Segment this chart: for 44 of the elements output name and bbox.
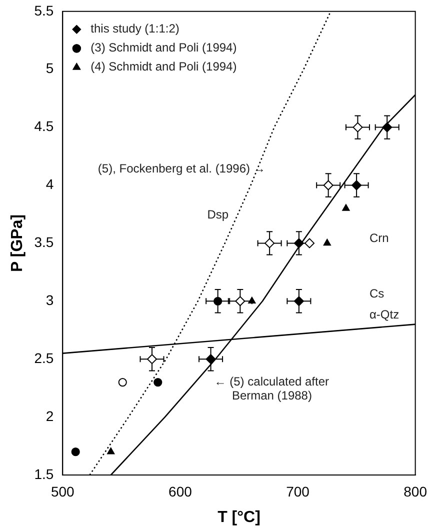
annotation: ← (5) calculated after bbox=[214, 374, 330, 389]
y-axis-title: P [GPa] bbox=[9, 214, 26, 272]
x-tick-label: 500 bbox=[50, 483, 75, 500]
y-tick-label: 2 bbox=[46, 408, 54, 424]
y-tick-label: 3 bbox=[46, 292, 54, 308]
y-tick-label: 5 bbox=[46, 60, 54, 76]
point bbox=[214, 296, 222, 306]
point bbox=[154, 378, 162, 387]
point bbox=[294, 238, 304, 248]
point bbox=[342, 204, 350, 211]
point bbox=[352, 122, 363, 132]
point bbox=[304, 238, 315, 248]
point bbox=[147, 354, 157, 364]
annotation: (5), Fockenberg et al. (1996) → bbox=[98, 161, 266, 176]
y-tick-label: 2.5 bbox=[34, 350, 54, 366]
point bbox=[107, 448, 115, 454]
point bbox=[264, 238, 275, 248]
point bbox=[294, 296, 304, 306]
annotation: Cs bbox=[369, 286, 384, 301]
point bbox=[118, 378, 127, 387]
point bbox=[323, 180, 334, 190]
point bbox=[323, 238, 331, 246]
annotation: α-Qtz bbox=[369, 307, 400, 322]
point bbox=[235, 296, 246, 306]
legend-label: (4) Schmidt and Poli (1994) bbox=[90, 60, 237, 74]
y-tick-label: 4.5 bbox=[34, 118, 54, 134]
point bbox=[248, 296, 256, 304]
x-tick-label: 800 bbox=[404, 483, 428, 500]
point bbox=[206, 354, 216, 364]
annotation: Berman (1988) bbox=[232, 388, 312, 402]
annotation: Dsp bbox=[207, 208, 229, 222]
point bbox=[352, 180, 362, 190]
y-tick-label: 3.5 bbox=[34, 234, 54, 250]
x-tick-label: 600 bbox=[168, 483, 192, 500]
y-tick-label: 5.5 bbox=[34, 2, 54, 18]
point bbox=[71, 448, 80, 456]
point bbox=[382, 122, 392, 132]
x-axis-title: T [°C] bbox=[218, 508, 260, 526]
annotation: Crn bbox=[369, 230, 389, 245]
legend-label: (3) Schmidt and Poli (1994) bbox=[90, 40, 237, 55]
y-tick-label: 1.5 bbox=[34, 466, 54, 482]
legend-label: this study (1:1:2) bbox=[90, 22, 180, 36]
x-tick-label: 700 bbox=[286, 483, 310, 500]
y-tick-label: 4 bbox=[46, 176, 54, 192]
